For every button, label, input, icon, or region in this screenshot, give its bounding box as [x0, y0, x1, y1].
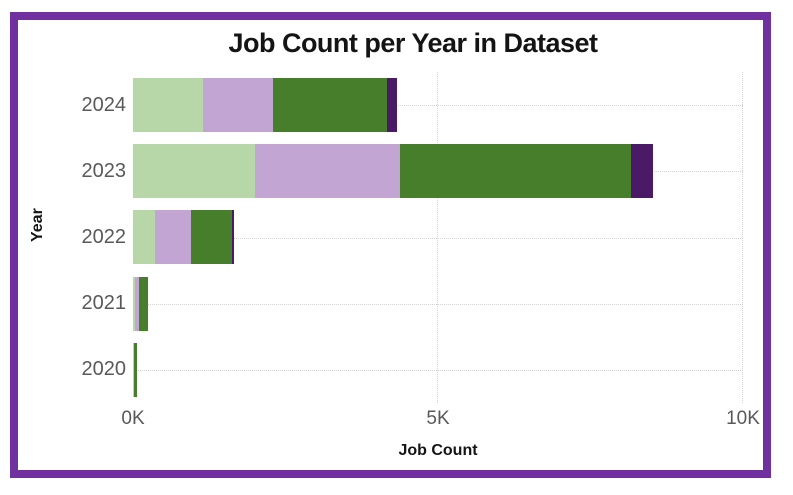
light-green-segment: [133, 276, 135, 331]
x-axis-title: Job Count: [398, 442, 478, 459]
y-axis-label: 2021: [81, 292, 127, 315]
chart-title: Job Count per Year in Dataset: [228, 28, 598, 58]
stacked-bar: [133, 78, 743, 132]
horizontal-gridline: [133, 105, 743, 107]
horizontal-gridline: [133, 303, 743, 305]
x-tick-label: 5K: [426, 408, 450, 429]
horizontal-gridline: [133, 369, 743, 371]
bar-row: [133, 271, 743, 337]
light-purple-segment: [255, 144, 401, 199]
dark-purple-segment: [387, 78, 398, 132]
dark-green-segment: [139, 276, 149, 331]
light-green-segment: [133, 210, 155, 265]
y-axis-title: Year: [29, 208, 46, 242]
bar-row: [133, 72, 743, 138]
light-purple-segment: [154, 210, 191, 265]
stacked-bar: [133, 276, 743, 331]
light-purple-segment: [133, 342, 135, 397]
chart-frame: Job Count per Year in Dataset Year 2024 2…: [10, 12, 771, 478]
bar-row: [133, 337, 743, 403]
stacked-bar: [133, 144, 743, 199]
light-green-segment: [133, 342, 134, 397]
light-purple-segment: [134, 276, 140, 331]
dark-green-segment: [273, 78, 388, 132]
x-tick-label: 0K: [121, 408, 145, 429]
x-tick-label: 10K: [726, 408, 760, 429]
light-purple-segment: [203, 78, 274, 132]
bar-row: [133, 138, 743, 204]
stacked-bar: [133, 210, 743, 265]
y-axis-label: 2022: [81, 225, 127, 248]
plot-area: [133, 72, 743, 403]
horizontal-gridline: [133, 237, 743, 239]
light-green-segment: [133, 144, 255, 199]
y-axis-labels: 2024 2023 2022 2021 2020: [58, 72, 127, 403]
bar-row: [133, 204, 743, 270]
y-axis-label: 2023: [81, 159, 127, 182]
dark-purple-segment: [231, 210, 234, 265]
light-green-segment: [133, 78, 204, 132]
x-axis-ticks: 0K 5K 10K: [121, 408, 760, 432]
y-axis-label: 2020: [81, 358, 127, 381]
y-axis-label: 2024: [81, 93, 127, 116]
dark-green-segment: [190, 210, 232, 265]
dark-green-segment: [400, 144, 631, 199]
dark-purple-segment: [630, 144, 653, 199]
dark-green-segment: [134, 342, 138, 397]
stacked-bar: [133, 342, 743, 397]
